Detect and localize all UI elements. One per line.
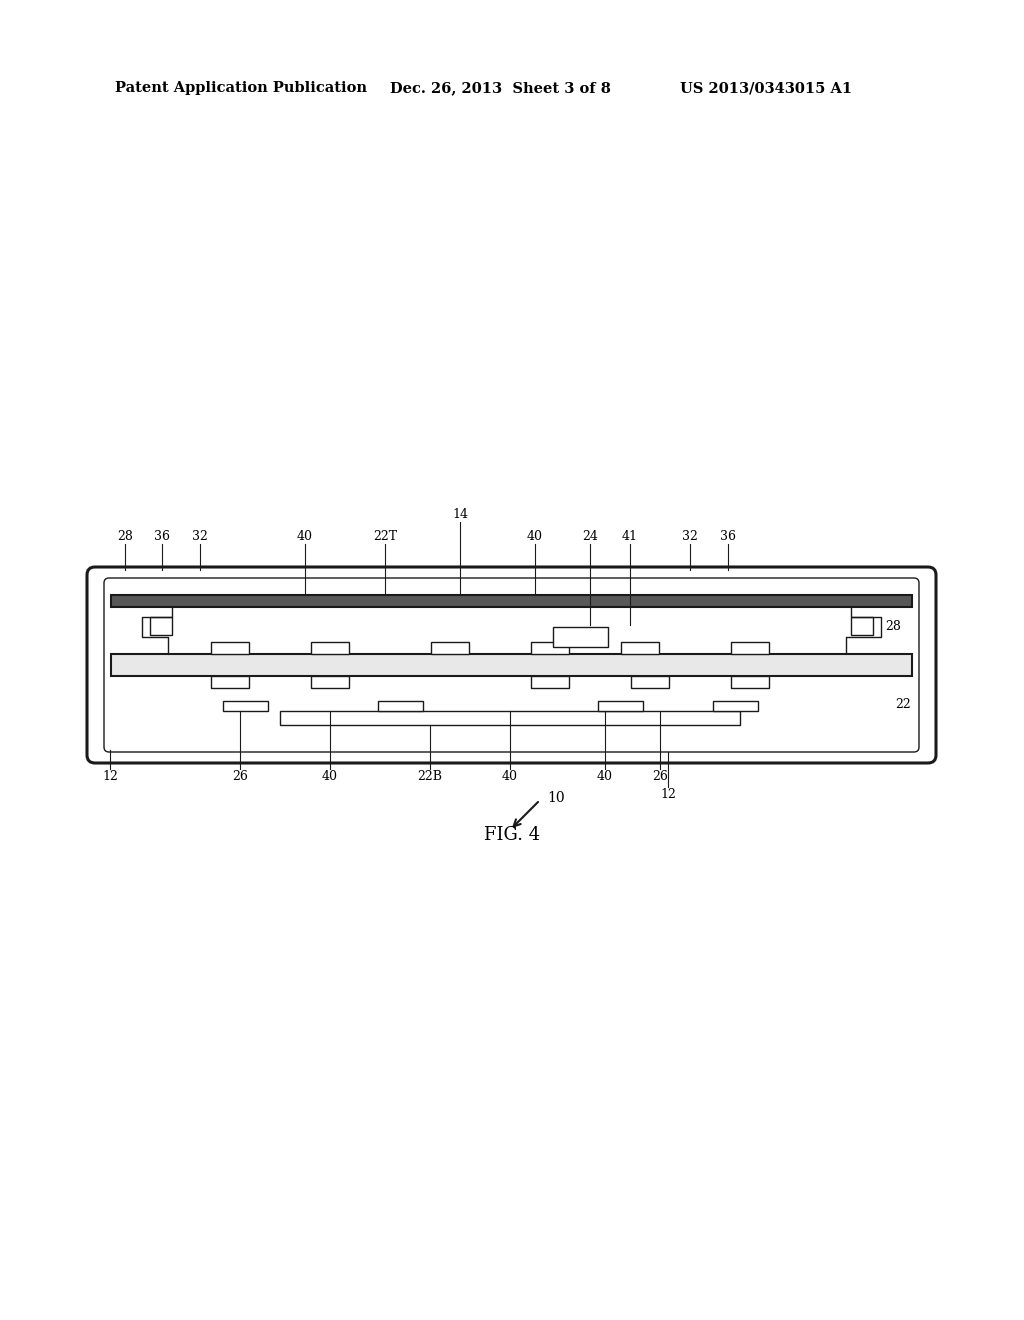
Bar	[378, 701, 423, 711]
Bar	[211, 642, 249, 653]
Text: 14: 14	[452, 508, 468, 521]
Text: 32: 32	[682, 531, 698, 544]
Text: 26: 26	[232, 771, 248, 784]
Text: 26: 26	[652, 771, 668, 784]
Text: 36: 36	[154, 531, 170, 544]
Text: 22: 22	[895, 698, 910, 711]
Bar	[280, 711, 740, 725]
Bar	[431, 642, 469, 653]
Bar	[731, 642, 769, 653]
Bar	[851, 616, 873, 635]
FancyBboxPatch shape	[104, 578, 919, 752]
Text: 41: 41	[622, 531, 638, 544]
Text: 28: 28	[117, 531, 133, 544]
Bar	[631, 676, 669, 688]
Bar	[150, 616, 172, 635]
Text: US 2013/0343015 A1: US 2013/0343015 A1	[680, 81, 852, 95]
Bar	[731, 676, 769, 688]
Bar	[713, 701, 758, 711]
Text: Dec. 26, 2013  Sheet 3 of 8: Dec. 26, 2013 Sheet 3 of 8	[390, 81, 611, 95]
Bar	[211, 676, 249, 688]
Text: 24: 24	[582, 531, 598, 544]
Text: 22T: 22T	[373, 531, 397, 544]
Bar	[531, 676, 569, 688]
Bar	[111, 653, 912, 676]
Text: 12: 12	[102, 771, 118, 784]
Bar	[311, 676, 349, 688]
Text: 36: 36	[720, 531, 736, 544]
Text: Patent Application Publication: Patent Application Publication	[115, 81, 367, 95]
Text: 10: 10	[547, 791, 564, 805]
Text: 32: 32	[193, 531, 208, 544]
Bar	[597, 701, 642, 711]
Bar	[531, 642, 569, 653]
Text: 40: 40	[297, 531, 313, 544]
Text: 40: 40	[597, 771, 613, 784]
Text: 22B: 22B	[418, 771, 442, 784]
Text: 28: 28	[885, 620, 901, 634]
FancyBboxPatch shape	[87, 568, 936, 763]
Text: 40: 40	[502, 771, 518, 784]
Text: 12: 12	[660, 788, 676, 801]
Bar	[311, 642, 349, 653]
Bar	[222, 701, 267, 711]
Text: FIG. 4: FIG. 4	[484, 826, 540, 843]
Text: 40: 40	[322, 771, 338, 784]
Bar	[621, 642, 659, 653]
Bar	[553, 627, 607, 647]
Text: 40: 40	[527, 531, 543, 544]
Bar	[111, 595, 912, 607]
